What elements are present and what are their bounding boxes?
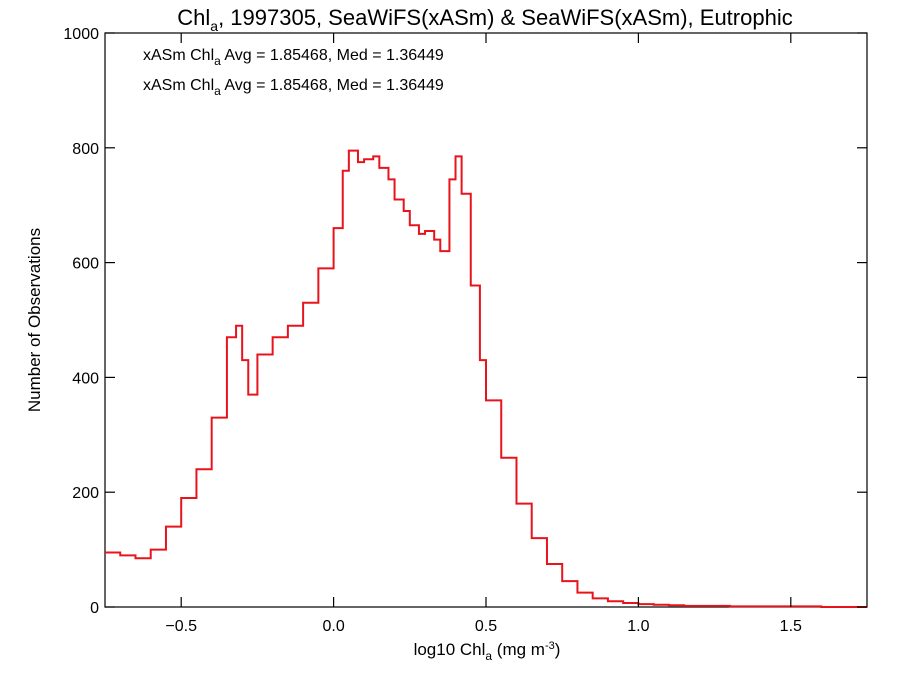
y-tick-label: 400 [72,370,99,387]
axis-ticks: −0.5 0.0 0.5 1.0 1.5 0 200 400 600 800 1000 [63,26,867,635]
y-tick-label: 800 [72,141,99,158]
x-axis-label: log10 Chla (mg m-3) [414,640,561,663]
y-tick-label: 600 [72,256,99,273]
y-axis-label: Number of Observations [25,228,44,412]
y-tick-label: 0 [90,600,99,617]
x-tick-label: −0.5 [165,618,197,635]
x-tick-label: 1.0 [627,618,649,635]
histogram-series-line [105,149,867,608]
plot-frame [104,32,868,608]
y-tick-label: 200 [72,485,99,502]
legend-entry-black: xASm Chla Avg = 1.85468, Med = 1.36449 [143,47,444,68]
x-tick-label: 1.5 [780,618,802,635]
y-tick-label: 1000 [63,26,99,43]
x-tick-label: 0.0 [322,618,344,635]
chart-title: Chla, 1997305, SeaWiFS(xASm) & SeaWiFS(x… [177,5,792,34]
legend-entry-red: xASm Chla Avg = 1.85468, Med = 1.36449 [143,77,444,98]
x-tick-label: 0.5 [475,618,497,635]
